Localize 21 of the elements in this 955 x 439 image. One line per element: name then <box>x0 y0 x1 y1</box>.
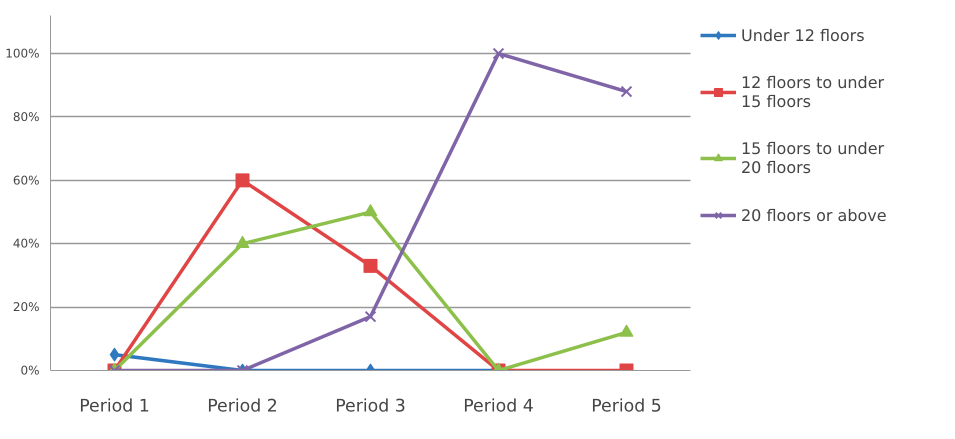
legend-label: Under 12 floors <box>741 26 865 44</box>
x-tick-label: Period 1 <box>79 396 150 416</box>
y-tick-label: 80% <box>12 110 40 124</box>
point <box>236 173 250 188</box>
point <box>236 236 250 248</box>
x-tick-label: Period 5 <box>591 396 662 416</box>
point <box>620 324 634 337</box>
y-tick-label: 0% <box>20 364 40 378</box>
y-tick-label: 20% <box>12 300 40 314</box>
y-tick-label: 100% <box>5 46 40 61</box>
point <box>364 204 378 216</box>
legend-label: 20 floors or above <box>741 206 887 224</box>
point <box>620 86 632 98</box>
x-tick-label: Period 2 <box>207 396 278 416</box>
y-tick-label: 60% <box>12 173 40 188</box>
legend-label: 12 floors to under 15 floors <box>741 73 884 111</box>
y-tick-label: 40% <box>12 236 40 251</box>
x-tick-label: Period 3 <box>335 396 406 416</box>
point <box>492 48 504 60</box>
x-tick-label: Period 4 <box>463 396 534 416</box>
legend-label: 15 floors to under 20 floors <box>741 139 884 177</box>
